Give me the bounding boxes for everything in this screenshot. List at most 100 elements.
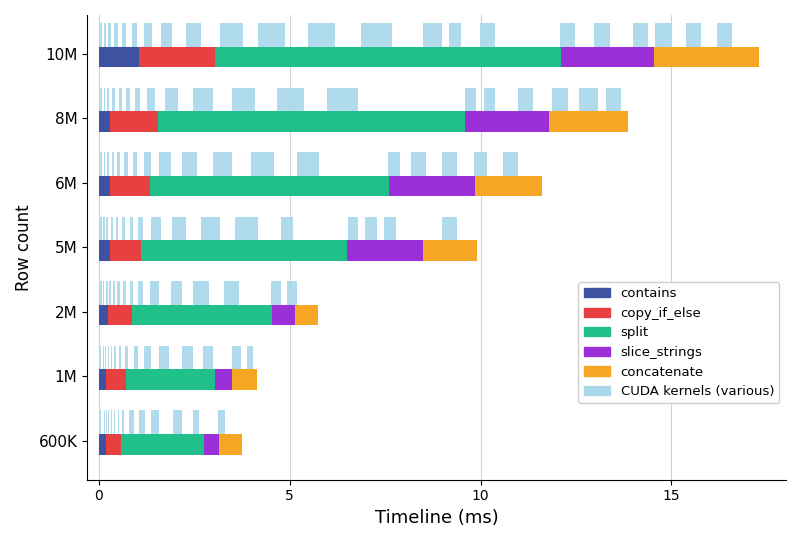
Bar bbox=[107, 152, 109, 188]
Bar bbox=[579, 88, 598, 123]
Bar bbox=[561, 47, 654, 67]
Bar bbox=[281, 217, 292, 252]
Bar bbox=[109, 281, 111, 317]
Bar bbox=[296, 305, 318, 325]
Bar bbox=[231, 346, 241, 381]
Bar bbox=[122, 23, 127, 59]
Bar bbox=[99, 47, 139, 67]
Bar bbox=[655, 23, 670, 59]
Bar bbox=[111, 346, 112, 381]
Bar bbox=[218, 410, 226, 446]
Bar bbox=[159, 346, 168, 381]
X-axis label: Timeline (ms): Timeline (ms) bbox=[375, 509, 498, 527]
Bar bbox=[347, 240, 423, 261]
Bar bbox=[147, 88, 155, 123]
Bar bbox=[124, 152, 128, 188]
Bar bbox=[151, 217, 161, 252]
Bar bbox=[193, 410, 199, 446]
Bar bbox=[111, 176, 151, 196]
Bar bbox=[173, 410, 182, 446]
Bar bbox=[277, 88, 304, 123]
Bar bbox=[135, 88, 140, 123]
Bar bbox=[100, 346, 102, 381]
Bar bbox=[108, 410, 110, 446]
Bar bbox=[112, 88, 115, 123]
Bar bbox=[203, 434, 219, 455]
Bar bbox=[219, 434, 242, 455]
Bar bbox=[151, 176, 389, 196]
Bar bbox=[327, 88, 357, 123]
Bar bbox=[159, 152, 171, 188]
Bar bbox=[129, 410, 134, 446]
Bar bbox=[389, 176, 475, 196]
Bar bbox=[141, 240, 347, 261]
Bar bbox=[99, 111, 111, 132]
Bar bbox=[560, 23, 575, 59]
Bar bbox=[111, 217, 113, 252]
Bar bbox=[606, 88, 621, 123]
Bar bbox=[106, 281, 107, 317]
Bar bbox=[139, 217, 143, 252]
Bar bbox=[220, 23, 243, 59]
Bar bbox=[553, 88, 568, 123]
Bar bbox=[717, 23, 732, 59]
Bar bbox=[158, 111, 465, 132]
Bar bbox=[193, 281, 209, 317]
Bar bbox=[549, 111, 627, 132]
Bar bbox=[465, 88, 476, 123]
Bar bbox=[594, 23, 610, 59]
Bar bbox=[272, 281, 281, 317]
Bar bbox=[111, 111, 158, 132]
Bar bbox=[193, 88, 212, 123]
Bar bbox=[247, 346, 252, 381]
Bar bbox=[126, 346, 127, 381]
Bar bbox=[480, 23, 495, 59]
Bar bbox=[633, 23, 648, 59]
Bar bbox=[100, 410, 102, 446]
Bar bbox=[231, 88, 255, 123]
Bar bbox=[686, 23, 701, 59]
Bar bbox=[130, 281, 133, 317]
Bar bbox=[103, 217, 105, 252]
Bar bbox=[503, 152, 518, 188]
Bar bbox=[423, 240, 477, 261]
Bar bbox=[131, 23, 136, 59]
Bar bbox=[296, 152, 320, 188]
Bar bbox=[105, 346, 107, 381]
Bar bbox=[100, 23, 102, 59]
Bar bbox=[103, 281, 104, 317]
Bar bbox=[449, 23, 461, 59]
Bar bbox=[108, 23, 111, 59]
Bar bbox=[361, 23, 392, 59]
Bar bbox=[111, 152, 115, 188]
Bar bbox=[182, 346, 193, 381]
Legend: contains, copy_if_else, split, slice_strings, concatenate, CUDA kernels (various: contains, copy_if_else, split, slice_str… bbox=[578, 282, 779, 403]
Bar bbox=[115, 23, 118, 59]
Bar bbox=[182, 152, 197, 188]
Bar bbox=[99, 434, 106, 455]
Bar bbox=[107, 217, 108, 252]
Y-axis label: Row count: Row count bbox=[15, 204, 33, 291]
Bar bbox=[106, 434, 121, 455]
Bar bbox=[99, 305, 108, 325]
Bar bbox=[118, 410, 119, 446]
Bar bbox=[99, 369, 107, 390]
Bar bbox=[441, 217, 457, 252]
Bar bbox=[251, 152, 274, 188]
Bar bbox=[115, 217, 119, 252]
Bar bbox=[171, 281, 182, 317]
Bar bbox=[138, 281, 143, 317]
Bar bbox=[114, 410, 115, 446]
Bar bbox=[465, 111, 549, 132]
Bar bbox=[108, 305, 132, 325]
Bar bbox=[100, 281, 102, 317]
Bar bbox=[308, 23, 335, 59]
Bar bbox=[654, 47, 759, 67]
Bar bbox=[365, 217, 376, 252]
Bar bbox=[121, 434, 203, 455]
Bar bbox=[518, 88, 533, 123]
Bar bbox=[100, 152, 102, 188]
Bar bbox=[201, 217, 220, 252]
Bar bbox=[215, 369, 232, 390]
Bar bbox=[100, 217, 102, 252]
